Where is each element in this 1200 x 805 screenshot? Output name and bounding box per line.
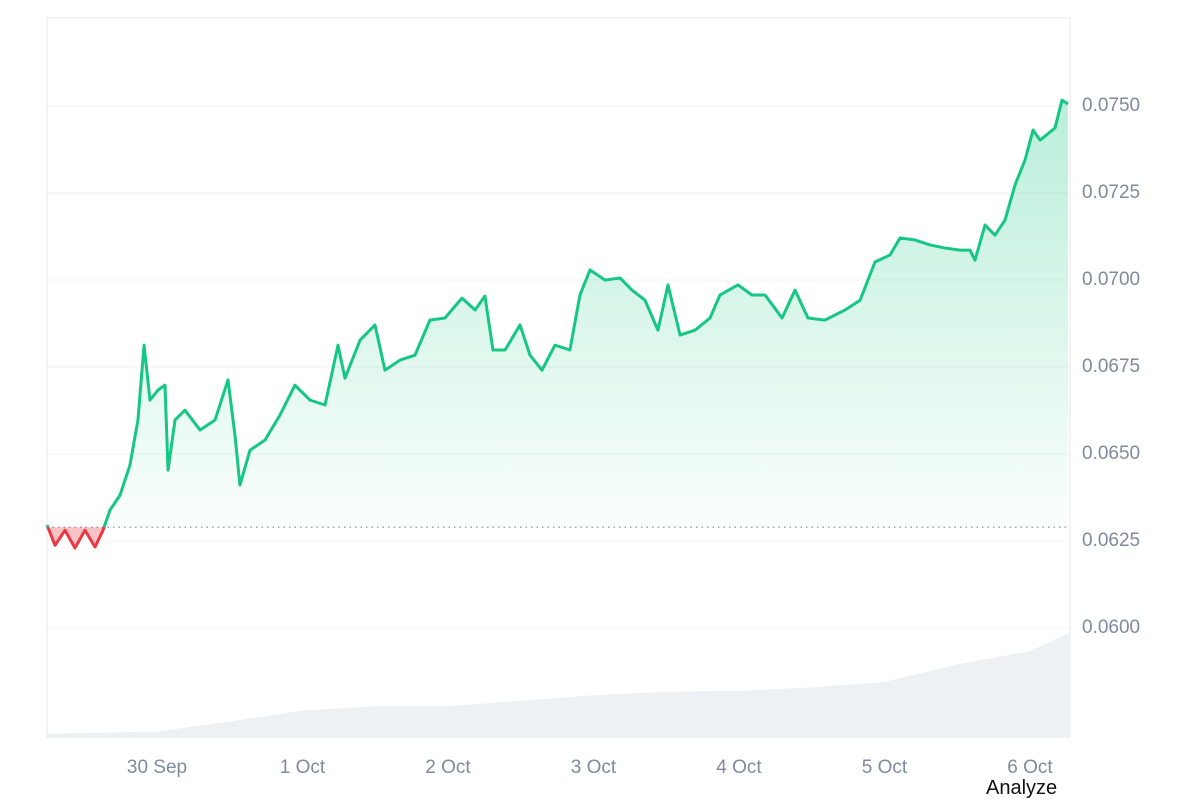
price-line-up: [45, 98, 1069, 528]
y-tick-label: 0.0675: [1082, 356, 1140, 377]
x-tick-label: 30 Sep: [127, 757, 187, 778]
x-tick-label: 2 Oct: [425, 757, 471, 778]
y-tick-label: 0.0625: [1082, 530, 1140, 551]
y-tick-label: 0.0725: [1082, 182, 1140, 203]
y-tick-label: 0.0600: [1082, 617, 1140, 638]
x-tick-label: 4 Oct: [716, 757, 762, 778]
x-tick-label: 5 Oct: [862, 757, 908, 778]
analyze-button[interactable]: Analyze: [986, 777, 1058, 799]
x-tick-label: 1 Oct: [280, 757, 326, 778]
y-tick-label: 0.0650: [1082, 443, 1140, 464]
x-tick-label: 3 Oct: [571, 757, 617, 778]
y-tick-label: 0.0750: [1082, 95, 1140, 116]
area-up: [47, 100, 1068, 528]
volume-area: [47, 632, 1070, 737]
y-tick-label: 0.0700: [1082, 269, 1140, 290]
x-tick-label: 6 Oct: [1007, 757, 1053, 778]
